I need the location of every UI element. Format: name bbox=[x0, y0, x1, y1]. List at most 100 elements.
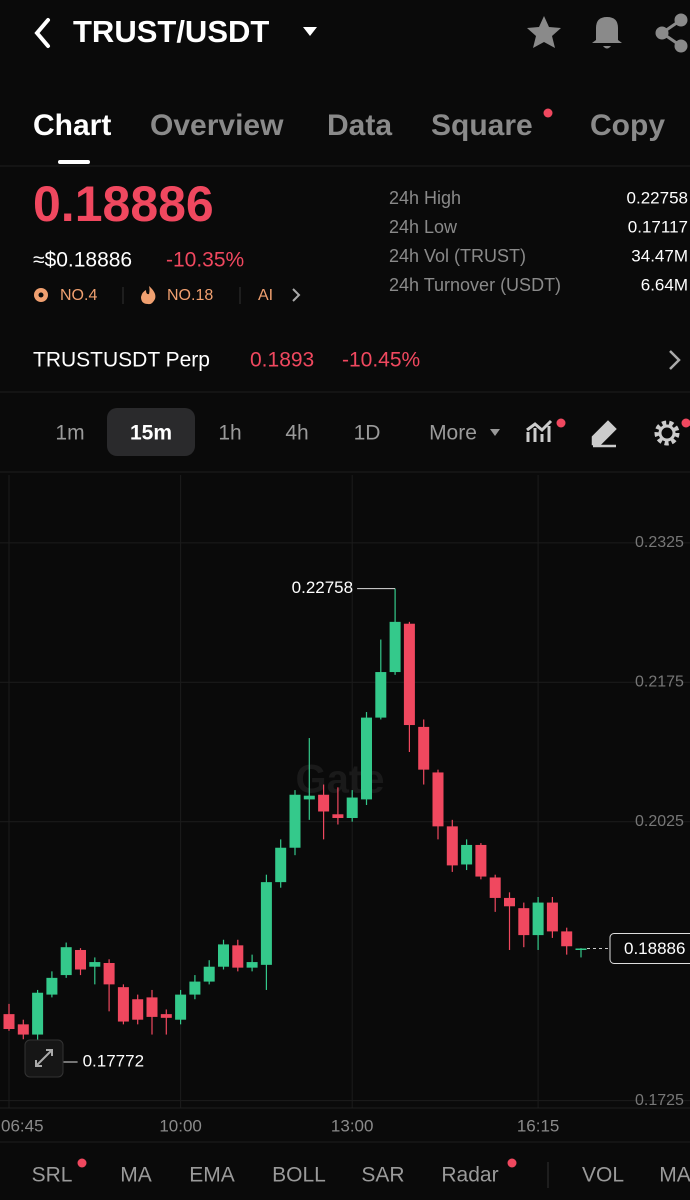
x-tick-label: 06:45 bbox=[1, 1116, 44, 1135]
indicator-option[interactable]: EMA bbox=[189, 1164, 235, 1187]
interval-option[interactable]: 15m bbox=[130, 422, 172, 445]
last-price-label: 0.18886 bbox=[624, 939, 685, 958]
candle-body bbox=[203, 966, 215, 982]
candle-body bbox=[275, 847, 287, 883]
interval-selected-bg bbox=[107, 408, 195, 456]
fullscreen-icon bbox=[35, 1049, 53, 1067]
ai-chevron bbox=[292, 288, 301, 302]
settings-icon[interactable] bbox=[654, 420, 680, 446]
share-icon[interactable] bbox=[655, 13, 688, 53]
perp-chevron[interactable] bbox=[669, 350, 681, 370]
indicator-option[interactable]: BOLL bbox=[272, 1164, 326, 1187]
stat-value: 6.64M bbox=[641, 275, 688, 294]
candle-body bbox=[146, 997, 158, 1017]
candle-body bbox=[60, 947, 72, 976]
y-tick-label: 0.1725 bbox=[635, 1092, 684, 1109]
stat-label: 24h Vol (TRUST) bbox=[389, 246, 526, 266]
candle-body bbox=[418, 726, 430, 770]
candle-body bbox=[346, 797, 358, 818]
tab[interactable]: Data bbox=[327, 109, 392, 142]
hot-badge[interactable]: NO.18 bbox=[167, 287, 213, 304]
candle-body bbox=[532, 902, 544, 936]
indicator-option[interactable]: MA bbox=[659, 1164, 690, 1187]
interval-option[interactable]: More bbox=[429, 422, 477, 445]
indicator-option[interactable]: SAR bbox=[361, 1164, 404, 1187]
more-caret bbox=[490, 429, 500, 436]
candle-body bbox=[575, 948, 587, 950]
last-price-box bbox=[609, 932, 690, 964]
candle-body bbox=[3, 1014, 15, 1029]
x-tick-label: 16:15 bbox=[517, 1116, 560, 1135]
notification-dot bbox=[681, 418, 690, 428]
candle-body bbox=[318, 794, 330, 812]
interval-option[interactable]: 1m bbox=[55, 422, 84, 445]
candle-body bbox=[189, 981, 201, 995]
candle-body bbox=[289, 794, 301, 848]
candle-body bbox=[75, 949, 86, 970]
active-tab-indicator bbox=[58, 160, 90, 164]
interval-option[interactable]: 1D bbox=[354, 422, 381, 445]
indicator-option[interactable]: Radar bbox=[441, 1164, 498, 1187]
usd-price: ≈$0.18886 bbox=[33, 249, 132, 272]
candle-body bbox=[461, 844, 473, 865]
candle-body bbox=[32, 992, 44, 1035]
candle-body bbox=[475, 844, 487, 877]
candle-body bbox=[303, 795, 315, 800]
candle-body bbox=[89, 962, 101, 967]
back-button[interactable] bbox=[34, 18, 50, 48]
indicator-option[interactable]: SRL bbox=[32, 1164, 73, 1187]
min-price-label: 0.17772 bbox=[83, 1052, 144, 1071]
pair-dropdown[interactable] bbox=[303, 27, 317, 36]
candle-body bbox=[518, 908, 530, 936]
candle-body bbox=[446, 826, 458, 866]
tab[interactable]: Square bbox=[431, 109, 533, 142]
notification-dot bbox=[507, 1158, 517, 1168]
interval-option[interactable]: 4h bbox=[285, 422, 308, 445]
candle-body bbox=[504, 897, 515, 907]
candle-body bbox=[103, 962, 115, 985]
perp-change: -10.45% bbox=[342, 349, 420, 372]
ai-badge[interactable]: AI bbox=[258, 287, 273, 304]
y-tick-label: 0.2025 bbox=[635, 813, 684, 830]
favorite-icon[interactable] bbox=[527, 16, 561, 48]
price-change: -10.35% bbox=[166, 249, 244, 272]
interval-option[interactable]: 1h bbox=[218, 422, 241, 445]
candle-body bbox=[160, 1014, 172, 1018]
rank-badge[interactable]: NO.4 bbox=[60, 287, 97, 304]
tab[interactable]: Overview bbox=[150, 109, 284, 142]
candle-body bbox=[260, 882, 272, 965]
stat-value: 0.17117 bbox=[628, 217, 688, 236]
last-price: 0.18886 bbox=[33, 176, 214, 232]
indicator-option[interactable]: MA bbox=[120, 1164, 152, 1187]
alert-icon[interactable] bbox=[592, 17, 622, 49]
indicator-option[interactable]: VOL bbox=[582, 1164, 624, 1187]
candle-body bbox=[361, 717, 372, 800]
pair-title[interactable]: TRUST/USDT bbox=[73, 14, 269, 49]
candle-body bbox=[218, 944, 229, 967]
candle-body bbox=[132, 999, 144, 1020]
stat-value: 34.47M bbox=[631, 246, 688, 265]
tab[interactable]: Chart bbox=[33, 109, 111, 142]
hot-icon bbox=[141, 286, 156, 305]
candle-body bbox=[17, 1024, 29, 1035]
draw-icon[interactable] bbox=[591, 420, 617, 448]
stats-panel: 24h High 0.22758 24h Low 0.17117 24h Vol (TR… bbox=[389, 188, 688, 295]
candle-body bbox=[246, 962, 258, 968]
candle-body bbox=[332, 814, 344, 818]
tab[interactable]: Copy bbox=[590, 109, 665, 142]
candle-body bbox=[46, 977, 58, 995]
rank-icon-center bbox=[38, 292, 44, 298]
candle-body bbox=[232, 945, 244, 968]
max-price-label: 0.22758 bbox=[292, 578, 353, 597]
candle-body bbox=[117, 987, 129, 1022]
stat-label: 24h High bbox=[389, 188, 461, 208]
indicator-icon[interactable] bbox=[526, 419, 553, 442]
y-tick-label: 0.2175 bbox=[635, 674, 684, 691]
x-tick-label: 10:00 bbox=[159, 1116, 202, 1135]
perp-name[interactable]: TRUSTUSDT Perp bbox=[33, 349, 210, 372]
notification-dot bbox=[543, 108, 553, 118]
